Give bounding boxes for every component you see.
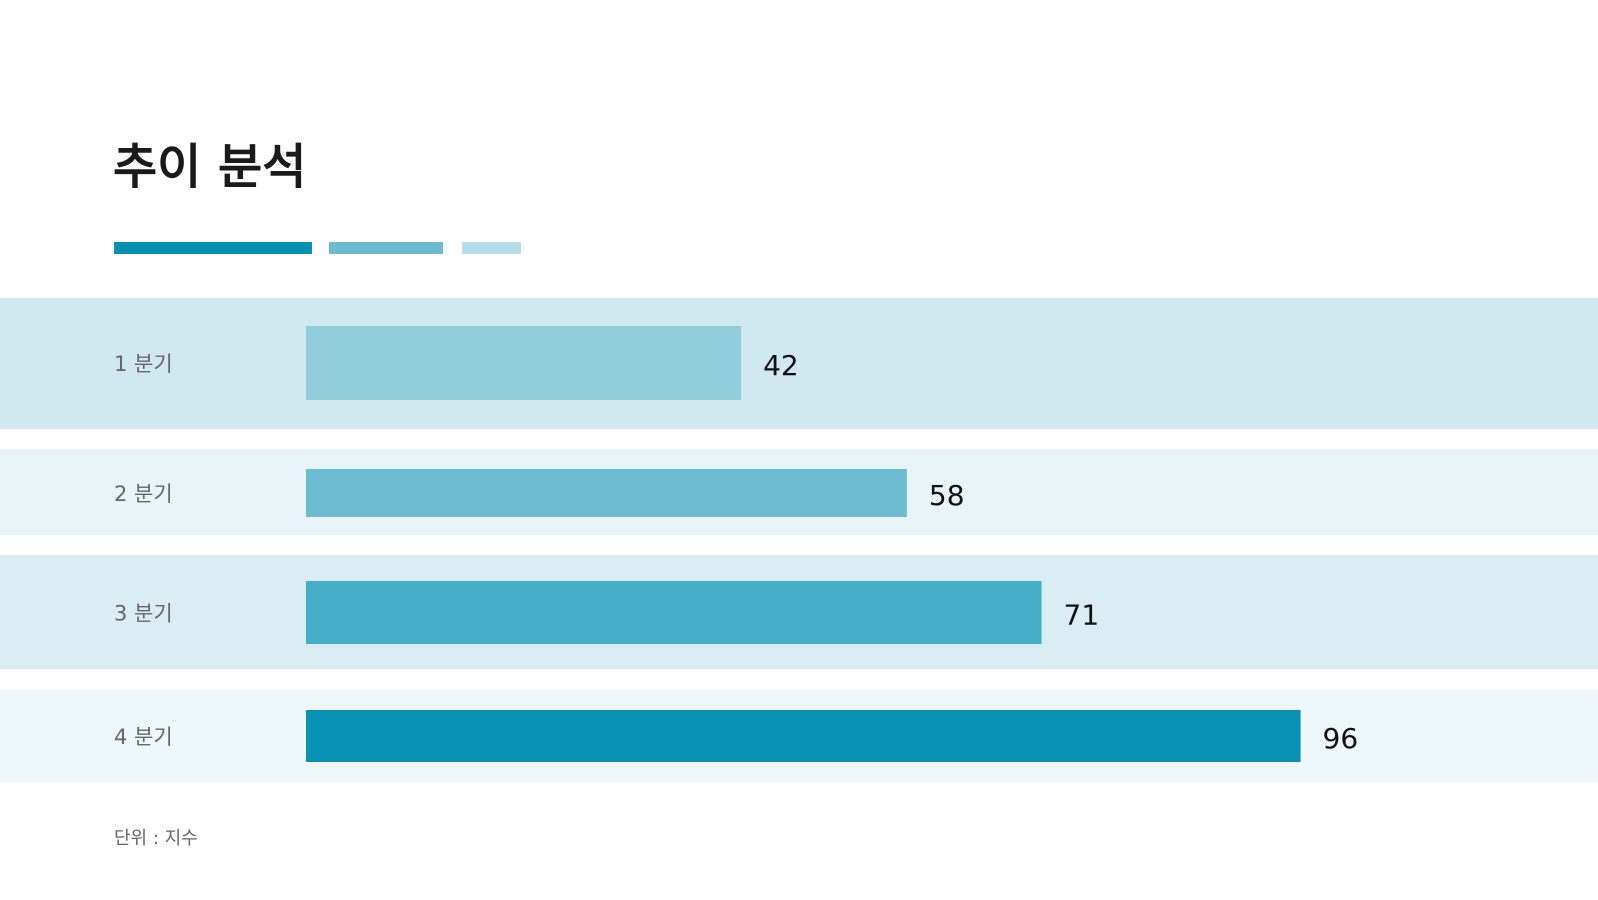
rows: 1 분기 42 2 분기 58 3 분기 71 4 분기 96 (0, 298, 1598, 783)
value-label: 71 (1064, 599, 1100, 632)
title-accent (329, 242, 443, 254)
title-accent (114, 242, 312, 254)
category-label: 3 분기 (114, 602, 173, 626)
bar (306, 326, 742, 400)
bar (306, 581, 1042, 644)
bar (306, 469, 907, 517)
category-label: 4 분기 (114, 725, 173, 749)
title-accent (462, 242, 521, 254)
row-band (0, 298, 1598, 429)
unit-note: 단위 : 지수 (114, 828, 198, 849)
category-label: 2 분기 (114, 482, 173, 506)
value-label: 58 (929, 479, 965, 512)
chart-title: 추이 분석 (113, 139, 306, 195)
category-label: 1 분기 (114, 352, 173, 376)
bar (306, 710, 1301, 762)
value-label: 96 (1323, 722, 1359, 755)
value-label: 42 (763, 349, 799, 382)
